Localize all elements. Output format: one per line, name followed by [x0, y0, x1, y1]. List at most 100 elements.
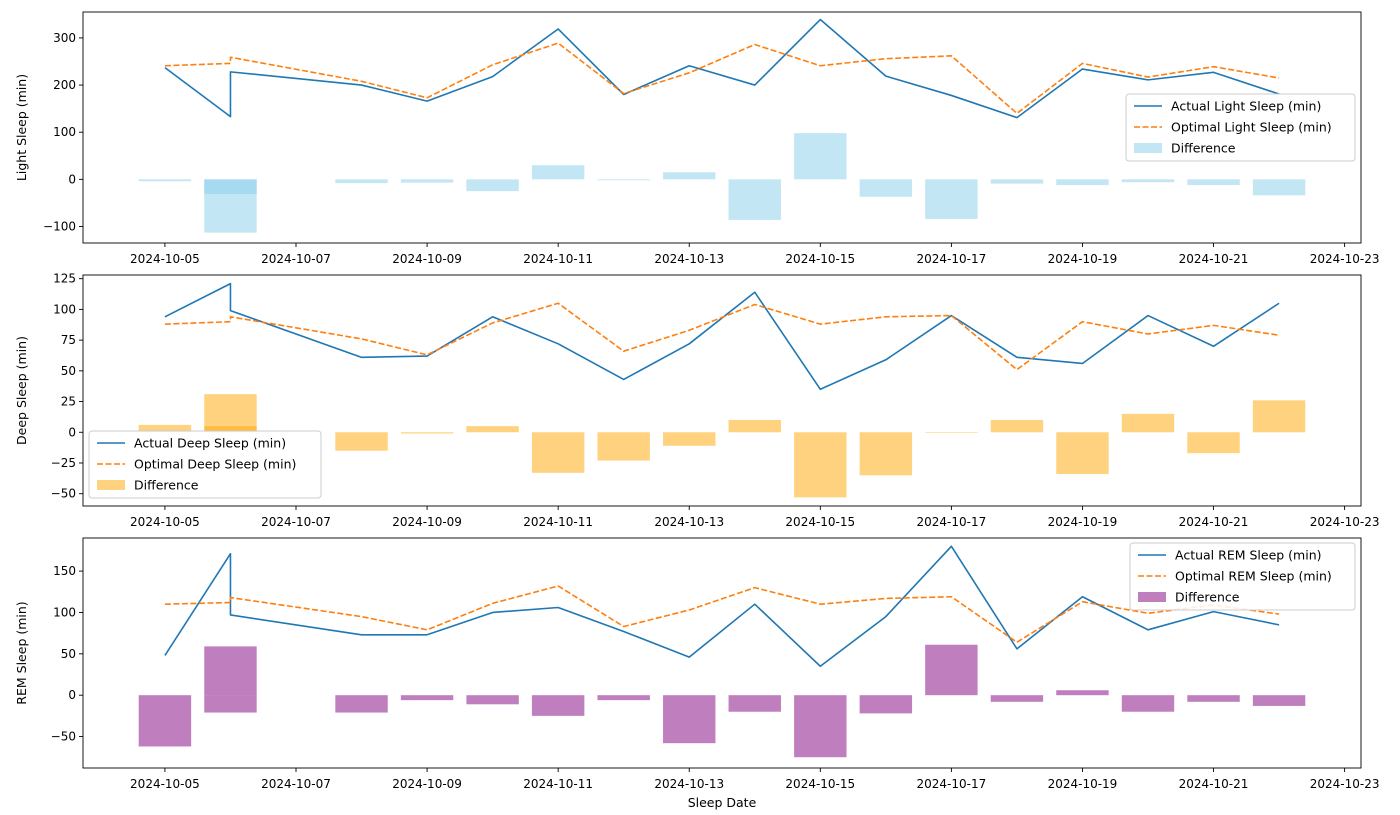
legend-bar-swatch	[1134, 143, 1162, 153]
optimal-series-line	[164, 42, 1280, 115]
difference-bar	[794, 695, 847, 758]
difference-bar	[990, 695, 1044, 702]
difference-bar	[400, 695, 454, 701]
difference-bar	[335, 432, 388, 451]
x-tick-label: 2024-10-11	[523, 777, 593, 791]
difference-bar	[1056, 432, 1109, 475]
difference-bar	[859, 432, 913, 476]
legend-entry-label: Optimal Light Sleep (min)	[1171, 120, 1332, 135]
x-tick-label: 2024-10-15	[785, 515, 855, 529]
difference-bar	[1121, 695, 1175, 712]
y-tick-label: 0	[68, 172, 76, 186]
optimal-series-line	[164, 302, 1280, 371]
x-tick-label: 2024-10-07	[261, 515, 331, 529]
y-tick-label: 50	[61, 647, 76, 661]
difference-bar	[204, 394, 257, 433]
y-tick-label: 100	[53, 302, 76, 316]
y-tick-label: 200	[53, 78, 76, 92]
y-tick-label: 0	[68, 688, 76, 702]
actual-series-line	[164, 282, 1280, 391]
legend-entry-label: Actual Light Sleep (min)	[1171, 99, 1321, 114]
legend-entry-label: Actual REM Sleep (min)	[1175, 548, 1322, 563]
x-tick-label: 2024-10-23	[1310, 252, 1380, 266]
x-tick-label: 2024-10-05	[130, 515, 200, 529]
difference-bar	[990, 179, 1044, 184]
difference-bar	[1187, 179, 1240, 186]
x-tick-label: 2024-10-13	[654, 252, 724, 266]
difference-bar	[335, 695, 388, 713]
difference-bar	[1252, 400, 1306, 433]
y-tick-label: −100	[43, 220, 76, 234]
legend-bar-swatch	[97, 480, 125, 490]
legend-box	[1129, 542, 1356, 611]
x-tick-label: 2024-10-23	[1310, 515, 1380, 529]
y-tick-label: 150	[53, 564, 76, 578]
difference-bar	[138, 424, 192, 433]
x-tick-label: 2024-10-23	[1310, 777, 1380, 791]
difference-bar	[1056, 179, 1109, 186]
legend: Actual Deep Sleep (min) Optimal Deep Slee…	[88, 430, 322, 499]
difference-bar	[1252, 695, 1306, 706]
difference-bar	[663, 172, 716, 180]
legend: Actual Light Sleep (min) Optimal Light Sl…	[1125, 93, 1356, 162]
y-tick-label: 300	[53, 31, 76, 45]
x-tick-label: 2024-10-09	[392, 777, 462, 791]
actual-series-line	[164, 18, 1280, 119]
difference-bar	[990, 419, 1044, 433]
difference-bar	[466, 695, 519, 705]
x-tick-label: 2024-10-13	[654, 777, 724, 791]
chart-panel-2: −50 −25 0 25 50 75 100 125 2024-10-05 2024-10-07 2…	[14, 272, 1379, 529]
x-tick-label: 2024-10-21	[1179, 777, 1249, 791]
difference-bar	[204, 426, 257, 433]
difference-bar	[1187, 695, 1240, 702]
difference-bar	[728, 695, 781, 712]
x-tick-label: 2024-10-19	[1048, 777, 1118, 791]
y-axis-label: Light Sleep (min)	[14, 74, 29, 181]
legend: Actual REM Sleep (min) Optimal REM Sleep …	[1129, 542, 1356, 611]
x-tick-label: 2024-10-11	[523, 252, 593, 266]
difference-bar	[1252, 179, 1306, 196]
axes-frame	[82, 537, 1362, 769]
difference-bar	[728, 419, 781, 433]
difference-bar	[1056, 690, 1109, 696]
difference-bar	[794, 432, 847, 498]
y-tick-label: 25	[61, 395, 76, 409]
difference-bar	[335, 179, 388, 184]
difference-bar	[1187, 432, 1240, 454]
y-tick-label: 100	[53, 605, 76, 619]
x-tick-label: 2024-10-15	[785, 777, 855, 791]
difference-bar	[859, 179, 913, 197]
difference-bar	[794, 133, 847, 180]
x-tick-label: 2024-10-09	[392, 515, 462, 529]
x-tick-label: 2024-10-21	[1179, 252, 1249, 266]
y-tick-label: −25	[51, 456, 76, 470]
difference-bar	[597, 432, 650, 461]
legend-entry-label: Difference	[134, 478, 199, 493]
x-tick-label: 2024-10-05	[130, 777, 200, 791]
x-tick-label: 2024-10-09	[392, 252, 462, 266]
difference-bar	[466, 426, 519, 433]
difference-bar	[531, 432, 585, 473]
legend-bar-swatch	[1138, 592, 1166, 602]
x-tick-label: 2024-10-07	[261, 252, 331, 266]
x-tick-label: 2024-10-17	[917, 777, 987, 791]
chart-panel-1: −100 0 100 200 300 2024-10-05 2024-10-07 2024-1…	[14, 11, 1380, 266]
x-tick-label: 2024-10-15	[785, 252, 855, 266]
x-tick-label: 2024-10-17	[917, 252, 987, 266]
difference-bar	[138, 695, 192, 747]
difference-bar	[400, 432, 454, 434]
y-axis-label: REM Sleep (min)	[14, 601, 29, 704]
x-tick-label: 2024-10-19	[1048, 252, 1118, 266]
difference-bar	[204, 695, 257, 713]
legend-entry-label: Optimal REM Sleep (min)	[1175, 569, 1332, 584]
difference-bar	[663, 695, 716, 744]
difference-bar	[1121, 179, 1175, 183]
difference-bar	[204, 646, 257, 696]
actual-series-line	[164, 545, 1280, 668]
difference-bar	[859, 695, 913, 714]
difference-bar	[466, 179, 519, 192]
difference-bar	[597, 695, 650, 701]
difference-bar	[597, 179, 650, 181]
x-tick-label: 2024-10-19	[1048, 515, 1118, 529]
difference-bar	[728, 179, 781, 220]
